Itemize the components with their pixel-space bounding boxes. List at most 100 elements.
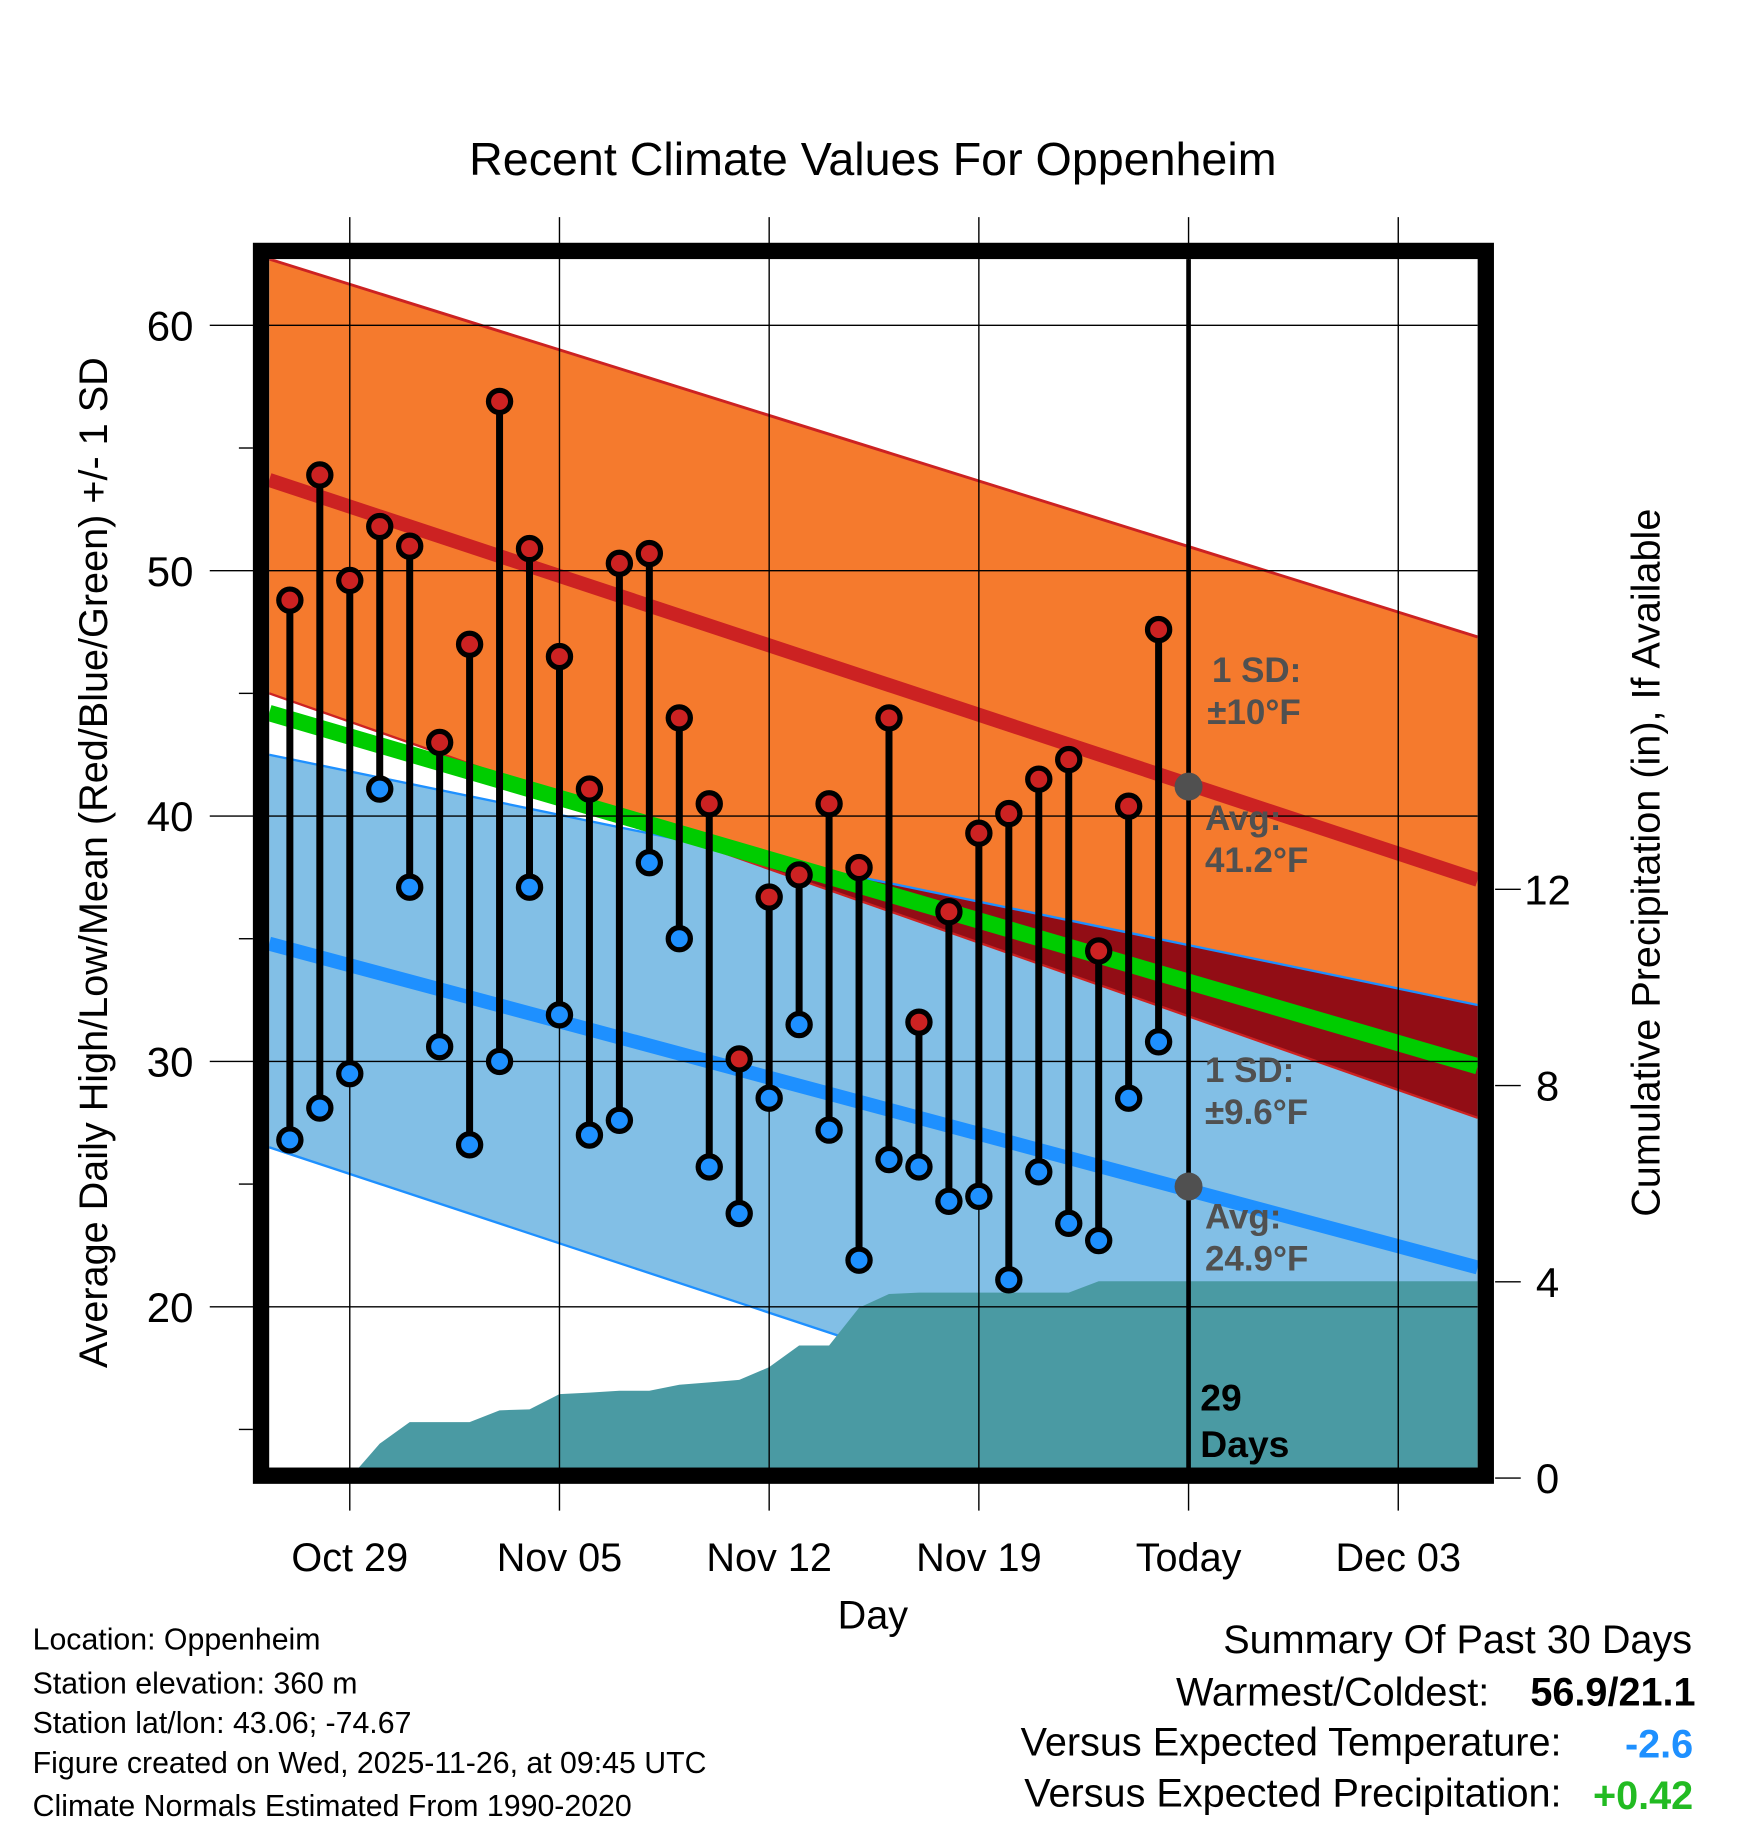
high-avg-value: 41.2°F xyxy=(1205,841,1308,880)
high-point xyxy=(276,586,304,614)
y2-axis-label: Cumulative Precipitation (in), If Availa… xyxy=(1624,509,1668,1217)
high-point xyxy=(306,461,334,489)
x-tick-label: Nov 05 xyxy=(497,1536,623,1580)
days-count: 29 xyxy=(1200,1376,1241,1418)
high-point xyxy=(455,630,484,658)
low-avg-value: 24.9°F xyxy=(1205,1240,1308,1279)
high-point xyxy=(575,775,604,803)
low-point xyxy=(695,1153,723,1181)
low-point xyxy=(905,1153,933,1181)
precip-value: +0.42 xyxy=(1593,1774,1693,1818)
high-point xyxy=(935,898,963,926)
info-location: Location: Oppenheim xyxy=(33,1623,321,1656)
low-point xyxy=(366,775,394,803)
high-point xyxy=(1144,615,1173,644)
high-point xyxy=(1025,765,1053,793)
low-point xyxy=(395,873,424,901)
high-point xyxy=(965,819,993,847)
high-point xyxy=(605,549,634,578)
high-point xyxy=(665,704,693,732)
x-axis-label: Day xyxy=(838,1593,909,1637)
precip-label: Versus Expected Precipitation: xyxy=(1024,1772,1561,1816)
high-point xyxy=(815,790,843,818)
high-point xyxy=(1055,745,1083,774)
high-point xyxy=(515,534,544,563)
today-high-avg-marker xyxy=(1174,772,1203,801)
info-elevation: Station elevation: 360 m xyxy=(33,1668,358,1701)
high-point xyxy=(995,799,1023,828)
low-point xyxy=(1025,1158,1053,1186)
chart-title: Recent Climate Values For Oppenheim xyxy=(469,133,1276,185)
high-point xyxy=(425,728,454,757)
high-plus-sd-line xyxy=(269,259,1478,639)
info-created: Figure created on Wed, 2025-11-26, at 09… xyxy=(33,1747,707,1780)
high-point xyxy=(785,861,813,889)
low-point xyxy=(276,1126,304,1154)
high-point xyxy=(485,387,514,416)
low-point xyxy=(1055,1209,1083,1238)
y-axis-label: Average Daily High/Low/Mean (Red/Blue/Gr… xyxy=(72,357,116,1368)
x-tick-label: Today xyxy=(1136,1536,1242,1580)
high-point xyxy=(755,883,783,911)
y-tick-label: 60 xyxy=(147,302,194,349)
high-point xyxy=(1114,792,1143,820)
summary: Summary Of Past 30 Days Warmest/Coldest:… xyxy=(1021,1618,1696,1818)
high-point xyxy=(725,1045,753,1073)
station-info: Location: Oppenheim Station elevation: 3… xyxy=(33,1623,707,1823)
summary-title: Summary Of Past 30 Days xyxy=(1223,1618,1692,1662)
low-avg-label: Avg: xyxy=(1205,1198,1281,1237)
y-tick-label: 50 xyxy=(147,548,194,595)
temp-label: Versus Expected Temperature: xyxy=(1021,1720,1562,1764)
low-point xyxy=(1084,1226,1113,1255)
x-tick-label: Dec 03 xyxy=(1335,1536,1461,1580)
warmest-label: Warmest/Coldest: xyxy=(1176,1670,1489,1714)
high-point xyxy=(905,1008,933,1036)
info-normals: Climate Normals Estimated From 1990-2020 xyxy=(33,1790,632,1823)
low-point xyxy=(575,1121,604,1149)
y2-tick-label: 4 xyxy=(1536,1259,1559,1306)
x-tick-label: Nov 12 xyxy=(706,1536,832,1580)
low-point xyxy=(605,1106,634,1134)
high-avg-line xyxy=(269,473,1478,887)
low-point xyxy=(665,925,693,953)
days-label: Days xyxy=(1200,1423,1289,1465)
low-point xyxy=(755,1084,783,1112)
low-point xyxy=(815,1116,843,1144)
low-point xyxy=(725,1199,753,1228)
precip-area xyxy=(357,1281,1478,1469)
annotations: 1 SD: ±10°F Avg: 41.2°F 1 SD: ±9.6°F Avg… xyxy=(1200,651,1308,1465)
y2-tick-label: 0 xyxy=(1536,1455,1559,1502)
low-point xyxy=(455,1131,484,1159)
low-point xyxy=(935,1187,963,1215)
high-point xyxy=(1084,937,1113,965)
high-sd-label: 1 SD: xyxy=(1212,651,1301,690)
low-point xyxy=(545,1001,574,1029)
low-sd-value: ±9.6°F xyxy=(1205,1093,1308,1132)
low-point xyxy=(1114,1084,1143,1112)
plot-frame xyxy=(252,242,1494,1484)
low-point xyxy=(965,1182,993,1211)
high-point xyxy=(875,704,903,732)
low-point xyxy=(785,1010,813,1039)
low-point xyxy=(515,873,544,901)
low-point xyxy=(306,1094,334,1122)
low-point xyxy=(635,848,664,877)
high-sd-band xyxy=(269,259,1478,1118)
y-tick-label: 30 xyxy=(147,1039,194,1086)
y2-tick-label: 12 xyxy=(1524,866,1571,913)
low-point xyxy=(425,1032,454,1061)
y-tick-label: 20 xyxy=(147,1284,194,1331)
low-point xyxy=(336,1059,364,1088)
high-point xyxy=(845,853,873,882)
info-latlon: Station lat/lon: 43.06; -74.67 xyxy=(33,1707,412,1740)
high-point xyxy=(336,566,364,595)
high-point xyxy=(366,512,394,541)
warmest-value: 56.9/21.1 xyxy=(1530,1670,1695,1714)
low-point xyxy=(995,1266,1023,1294)
today-low-avg-marker xyxy=(1174,1172,1203,1201)
high-point xyxy=(635,539,664,568)
low-sd-label: 1 SD: xyxy=(1205,1051,1294,1090)
low-point xyxy=(485,1047,514,1076)
